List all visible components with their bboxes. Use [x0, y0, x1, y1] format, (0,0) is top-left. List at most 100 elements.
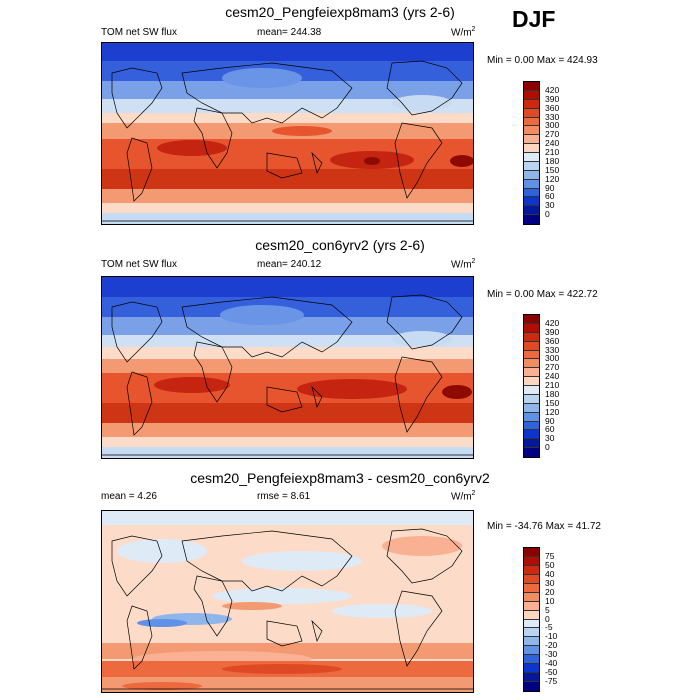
colorbar-tick-label: -40 [545, 658, 558, 669]
colorbar-tick-label: 270 [545, 362, 560, 373]
colorbar-tick-label: 120 [545, 173, 560, 184]
colorbar-swatch [524, 135, 539, 145]
colorbar-tick-label: 0 [545, 209, 550, 220]
colorbar-tick-label: 270 [545, 129, 560, 140]
colorbar-tick-label: -10 [545, 631, 558, 642]
colorbar-swatch [524, 619, 539, 629]
colorbar-swatch [524, 315, 539, 324]
colorbar-swatch [524, 574, 539, 584]
colorbar-swatch [524, 215, 539, 224]
panel3-rmse-label: rmse = 8.61 [257, 491, 311, 502]
colorbar-tick-label: 360 [545, 102, 560, 113]
colorbar-tick-label: 300 [545, 353, 560, 364]
colorbar-tick-label: 30 [545, 577, 555, 588]
panel2-colorbar [523, 314, 540, 458]
panel2-map [101, 276, 474, 459]
colorbar-tick-label: 0 [545, 613, 550, 624]
panel2-field-label: TOM net SW flux [101, 259, 177, 270]
colorbar-tick-label: 240 [545, 138, 560, 149]
colorbar-swatch [524, 341, 539, 351]
colorbar-swatch [524, 565, 539, 575]
colorbar-swatch [524, 556, 539, 566]
panel3-title: cesm20_Pengfeiexp8mam3 - cesm20_con6yrv2 [190, 470, 490, 486]
colorbar-swatch [524, 170, 539, 180]
colorbar-tick-label: 420 [545, 317, 560, 328]
colorbar-swatch [524, 99, 539, 109]
colorbar-tick-label: 150 [545, 397, 560, 408]
colorbar-tick-label: 180 [545, 155, 560, 166]
colorbar-tick-label: 90 [545, 415, 555, 426]
panel2-minmax: Min = 0.00 Max = 422.72 [487, 289, 598, 300]
colorbar-tick-label: 50 [545, 559, 555, 570]
panel1-title: cesm20_Pengfeiexp8mam3 (yrs 2-6) [225, 4, 455, 20]
colorbar-swatch [524, 108, 539, 118]
season-label: DJF [512, 6, 556, 32]
panel1-colorbar [523, 81, 540, 225]
panel2-map-svg [102, 277, 473, 458]
colorbar-tick-label: 150 [545, 164, 560, 175]
panel1-map-svg [102, 43, 473, 224]
colorbar-tick-label: 390 [545, 326, 560, 337]
colorbar-swatch [524, 188, 539, 198]
colorbar-swatch [524, 430, 539, 440]
colorbar-swatch [524, 161, 539, 171]
panel1-units: W/m2 [451, 26, 476, 39]
panel3-minmax: Min = -34.76 Max = 41.72 [487, 521, 601, 532]
colorbar-swatch [524, 90, 539, 100]
colorbar-swatch [524, 610, 539, 620]
colorbar-swatch [524, 126, 539, 136]
colorbar-tick-label: 10 [545, 595, 555, 606]
colorbar-swatch [524, 197, 539, 207]
colorbar-swatch [524, 153, 539, 162]
colorbar-tick-label: 300 [545, 120, 560, 131]
colorbar-swatch [524, 448, 539, 457]
colorbar-swatch [524, 359, 539, 369]
colorbar-swatch [524, 368, 539, 378]
colorbar-swatch [524, 394, 539, 404]
colorbar-swatch [524, 323, 539, 333]
panel3-map [101, 510, 474, 693]
colorbar-swatch [524, 664, 539, 674]
colorbar-tick-label: 420 [545, 84, 560, 95]
colorbar-swatch [524, 179, 539, 189]
colorbar-tick-label: -75 [545, 676, 558, 687]
colorbar-tick-label: 90 [545, 182, 555, 193]
colorbar-swatch [524, 682, 539, 691]
colorbar-tick-label: 120 [545, 406, 560, 417]
colorbar-tick-label: 360 [545, 335, 560, 346]
colorbar-swatch [524, 332, 539, 342]
colorbar-tick-label: 330 [545, 344, 560, 355]
colorbar-swatch [524, 673, 539, 683]
colorbar-swatch [524, 583, 539, 593]
colorbar-tick-label: -20 [545, 640, 558, 651]
panel2-units: W/m2 [451, 258, 476, 271]
colorbar-swatch [524, 206, 539, 216]
colorbar-tick-label: 210 [545, 147, 560, 157]
colorbar-swatch [524, 144, 539, 153]
colorbar-swatch [524, 655, 539, 665]
colorbar-swatch [524, 377, 539, 386]
colorbar-tick-label: 20 [545, 586, 555, 597]
panel1-minmax: Min = 0.00 Max = 424.93 [487, 55, 598, 66]
panel3-map-svg [102, 511, 473, 692]
colorbar-swatch [524, 601, 539, 611]
panel3-colorbar [523, 547, 540, 692]
panel1-field-label: TOM net SW flux [101, 27, 177, 38]
colorbar-swatch [524, 403, 539, 413]
colorbar-tick-label: 210 [545, 380, 560, 390]
colorbar-tick-label: 0 [545, 442, 550, 453]
panel3-mean-label: mean = 4.26 [101, 491, 157, 502]
colorbar-tick-label: 30 [545, 433, 555, 444]
colorbar-tick-label: 60 [545, 424, 555, 435]
colorbar-swatch [524, 117, 539, 127]
colorbar-swatch [524, 386, 539, 395]
colorbar-swatch [524, 628, 539, 638]
panel2-mean-label: mean= 240.12 [257, 259, 322, 270]
colorbar-tick-label: -5 [545, 622, 553, 633]
colorbar-tick-label: 40 [545, 568, 555, 579]
panel1-map [101, 42, 474, 225]
colorbar-swatch [524, 548, 539, 557]
colorbar-tick-label: 390 [545, 93, 560, 104]
colorbar-swatch [524, 350, 539, 360]
colorbar-swatch [524, 412, 539, 422]
